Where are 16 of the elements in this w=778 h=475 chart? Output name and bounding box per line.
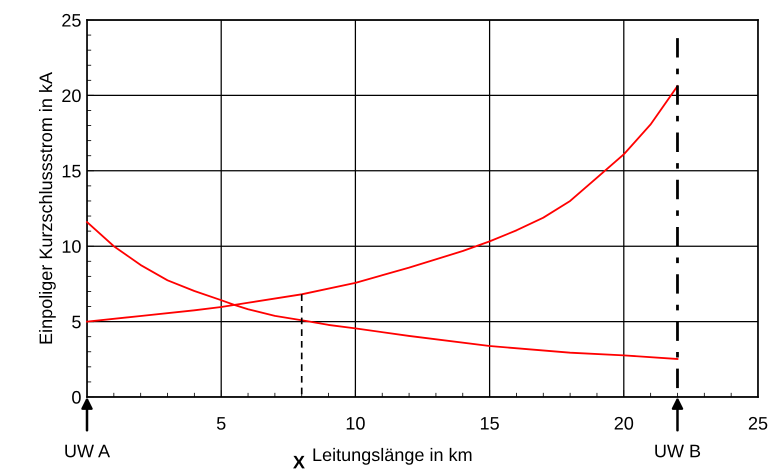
x-tick-label: 20: [614, 416, 634, 430]
y-tick-label: 5: [72, 316, 81, 328]
x-tick-label: 10: [346, 416, 365, 430]
y-tick-label: 10: [62, 240, 81, 253]
text: UW B: [655, 444, 700, 458]
text: X: [293, 456, 305, 468]
x-tick-label: 15: [480, 417, 499, 430]
x-tick-label: 25: [748, 416, 768, 430]
y-axis-title: Einpoliger Kurzschlussstrom in kA: [38, 72, 56, 344]
y-tick-label: 0: [72, 390, 81, 404]
x-axis-title: Leitungslänge in km: [313, 448, 472, 465]
x-tick-label: 5: [216, 417, 226, 430]
y-tick-label: 25: [62, 14, 81, 27]
y-tick-label: 15: [62, 164, 81, 178]
y-tick-label: 20: [62, 89, 81, 102]
text: UW A: [65, 444, 110, 458]
